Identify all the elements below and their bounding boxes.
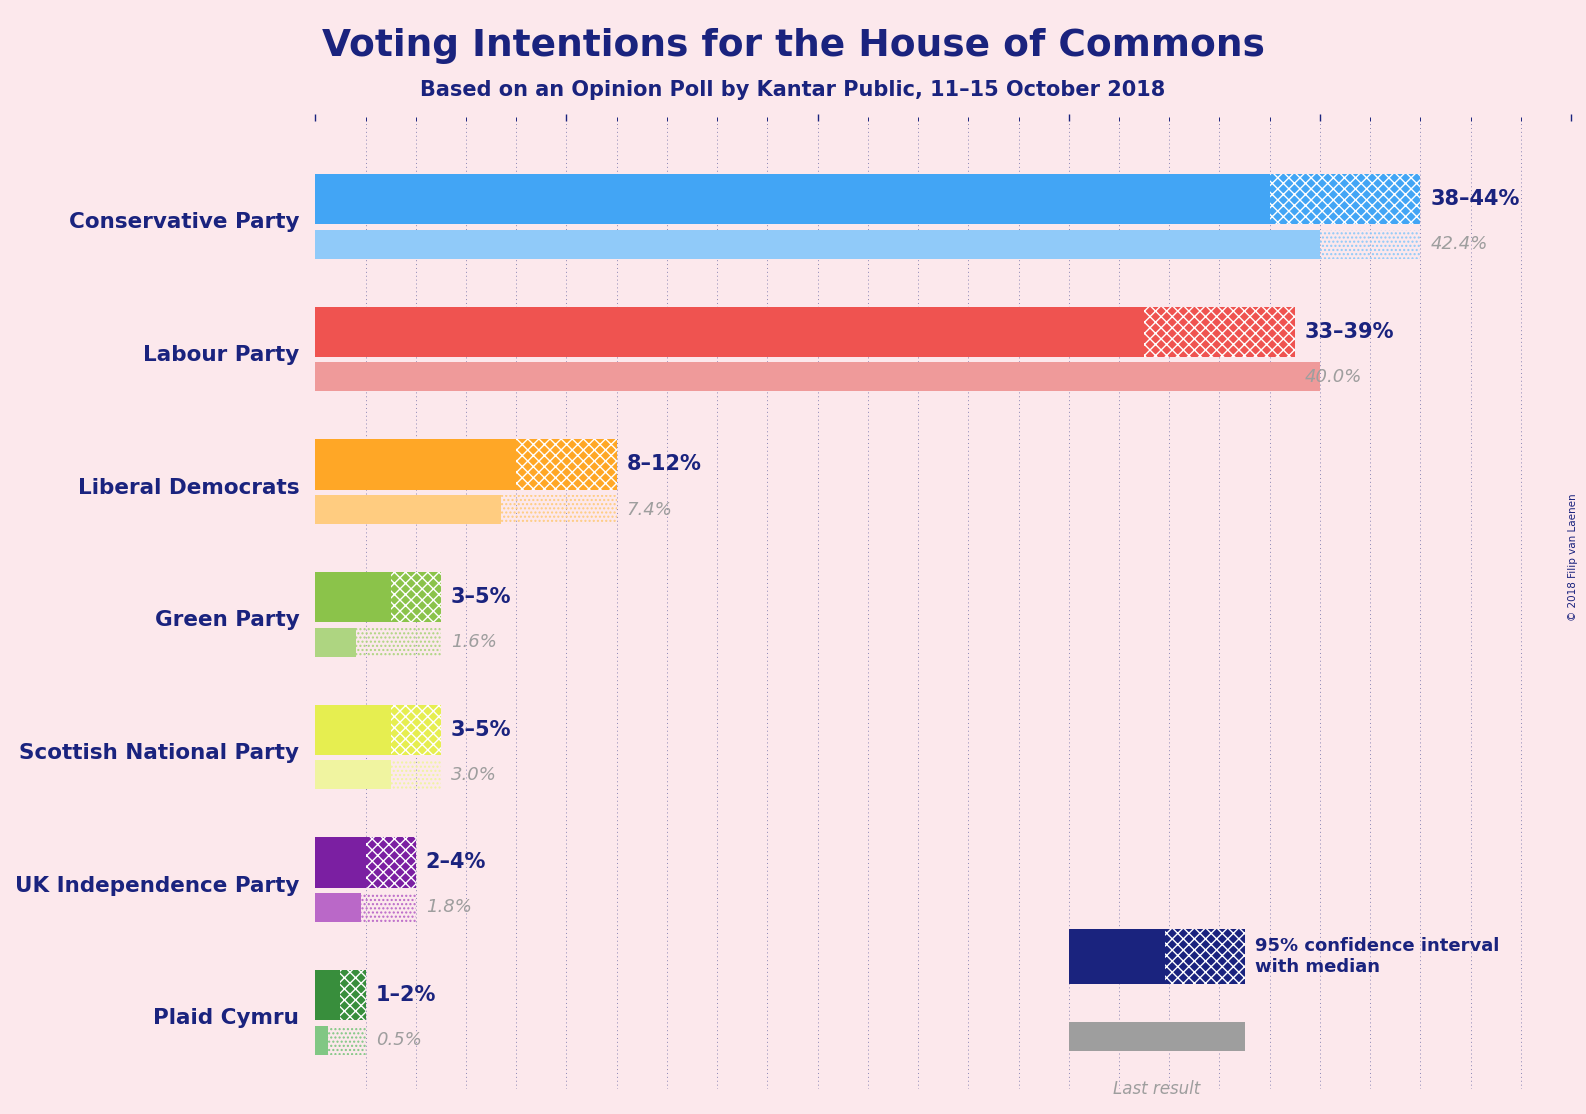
Text: 33–39%: 33–39% (1305, 322, 1394, 342)
Bar (316, 704, 390, 755)
Text: 2–4%: 2–4% (427, 852, 487, 872)
Bar (316, 893, 360, 922)
Bar (316, 1026, 328, 1055)
Bar (316, 495, 501, 524)
Text: 3–5%: 3–5% (450, 720, 511, 740)
Bar (316, 760, 441, 790)
Bar (316, 362, 1294, 391)
Bar (316, 495, 617, 524)
Text: 1.6%: 1.6% (450, 633, 496, 652)
Text: 0.5%: 0.5% (376, 1032, 422, 1049)
Bar (390, 571, 441, 623)
Bar (316, 1026, 366, 1055)
Text: Based on an Opinion Poll by Kantar Public, 11–15 October 2018: Based on an Opinion Poll by Kantar Publi… (420, 80, 1166, 100)
Bar (341, 970, 366, 1020)
Text: 1–2%: 1–2% (376, 985, 436, 1005)
Text: 42.4%: 42.4% (1431, 235, 1488, 253)
Bar (316, 362, 1320, 391)
Text: 1.8%: 1.8% (427, 899, 471, 917)
Bar (390, 704, 441, 755)
Text: 7.4%: 7.4% (626, 500, 672, 518)
Text: 38–44%: 38–44% (1431, 189, 1519, 209)
Text: 3–5%: 3–5% (450, 587, 511, 607)
Bar (1069, 929, 1166, 985)
Bar (316, 893, 416, 922)
Bar (1069, 1022, 1245, 1051)
Bar (316, 229, 1320, 258)
Bar (517, 439, 617, 490)
Bar (366, 838, 416, 888)
Bar (316, 838, 366, 888)
Bar (316, 306, 1144, 356)
Bar (316, 760, 390, 790)
Bar (1166, 929, 1245, 985)
Bar (1144, 306, 1294, 356)
Text: © 2018 Filip van Laenen: © 2018 Filip van Laenen (1569, 494, 1578, 620)
Bar (316, 229, 1421, 258)
Text: 8–12%: 8–12% (626, 455, 701, 475)
Text: 3.0%: 3.0% (450, 765, 496, 784)
Bar (316, 627, 355, 657)
Text: 40.0%: 40.0% (1305, 368, 1362, 385)
Bar (316, 174, 1270, 224)
Bar (316, 439, 517, 490)
Bar (1270, 174, 1421, 224)
Text: 95% confidence interval
with median: 95% confidence interval with median (1255, 937, 1499, 976)
Text: Voting Intentions for the House of Commons: Voting Intentions for the House of Commo… (322, 28, 1264, 63)
Bar (316, 627, 441, 657)
Bar (316, 571, 390, 623)
Text: Last result: Last result (1113, 1079, 1201, 1098)
Bar (316, 970, 341, 1020)
